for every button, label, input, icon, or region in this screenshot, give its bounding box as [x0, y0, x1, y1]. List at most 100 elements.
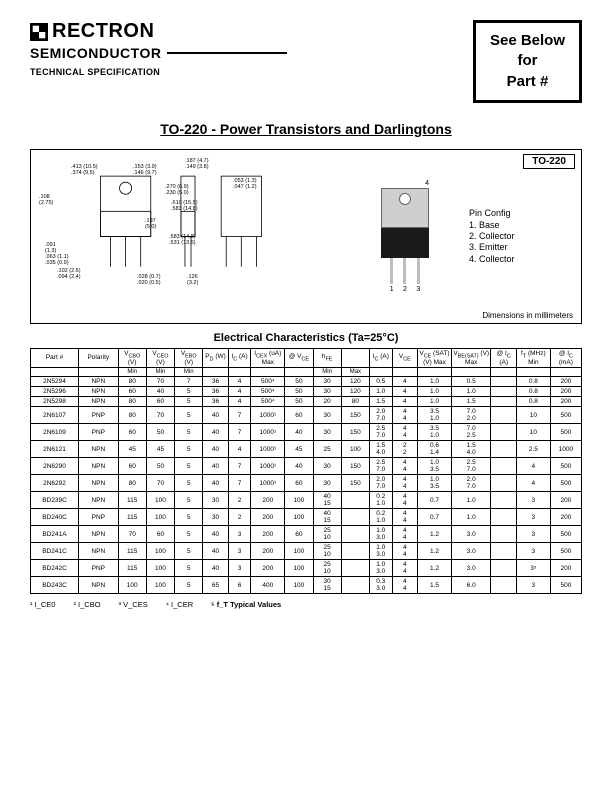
- table-cell: 200: [550, 397, 581, 407]
- col-subheader: [550, 368, 581, 377]
- table-cell: 1000¹: [251, 458, 285, 475]
- table-cell: 5: [175, 407, 203, 424]
- table-cell: 2N6109: [31, 424, 79, 441]
- footnote: ⁵ f_T Typical Values: [211, 600, 281, 609]
- table-cell: 4: [228, 397, 251, 407]
- table-cell: 2.07.0: [451, 475, 491, 492]
- table-cell: 200: [550, 560, 581, 577]
- table-cell: 7: [228, 475, 251, 492]
- table-cell: 40: [203, 560, 228, 577]
- table-cell: [491, 441, 516, 458]
- table-cell: 70: [146, 377, 174, 387]
- table-cell: 2.07.0: [370, 475, 393, 492]
- table-cell: 1.2: [418, 526, 452, 543]
- table-cell: 40: [203, 458, 228, 475]
- table-cell: 1.03.0: [370, 560, 393, 577]
- table-cell: 1.54.0: [451, 441, 491, 458]
- table-cell: 0.5: [370, 377, 393, 387]
- table-cell: NPN: [79, 577, 119, 594]
- table-cell: 100: [146, 509, 174, 526]
- table-cell: NPN: [79, 475, 119, 492]
- col-subheader: [79, 368, 119, 377]
- table-cell: 30: [313, 475, 341, 492]
- table-cell: 5: [175, 509, 203, 526]
- table-cell: 30: [203, 492, 228, 509]
- table-cell: 500: [550, 475, 581, 492]
- subbrand: SEMICONDUCTOR: [30, 45, 161, 61]
- brand-name: RECTRON: [52, 20, 154, 43]
- table-cell: 30: [313, 458, 341, 475]
- table-row: BD239CNPN115100530220010040150.21.0440.7…: [31, 492, 582, 509]
- table-row: 2N6290NPN605054071000¹40301502.57.0441.0…: [31, 458, 582, 475]
- col-header: Polarity: [79, 348, 119, 367]
- table-cell: 150: [341, 407, 369, 424]
- lead-num: 3: [416, 286, 420, 293]
- brand-block: RECTRON SEMICONDUCTOR TECHNICAL SPECIFIC…: [30, 20, 287, 77]
- table-cell: 5: [175, 458, 203, 475]
- table-cell: 80: [118, 475, 146, 492]
- table-cell: 30: [313, 377, 341, 387]
- table-cell: NPN: [79, 543, 119, 560]
- table-cell: 44: [392, 424, 417, 441]
- table-cell: 65: [203, 577, 228, 594]
- table-cell: BD241C: [31, 543, 79, 560]
- table-cell: 40: [203, 441, 228, 458]
- table-cell: 200: [550, 387, 581, 397]
- table-cell: 200: [251, 560, 285, 577]
- table-cell: PNP: [79, 560, 119, 577]
- table-cell: 200: [251, 509, 285, 526]
- table-row: 2N5296NPN60405364500⁴50301201.041.01.00.…: [31, 387, 582, 397]
- to220-render: 1 2 3: [381, 188, 429, 293]
- table-cell: 150: [341, 424, 369, 441]
- table-cell: 2N5296: [31, 387, 79, 397]
- table-cell: 4: [392, 377, 417, 387]
- table-cell: 60: [118, 458, 146, 475]
- table-cell: 5: [175, 424, 203, 441]
- to220-body: [381, 228, 429, 258]
- col-header: Part #: [31, 348, 79, 367]
- table-cell: 44: [392, 407, 417, 424]
- subbrand-row: SEMICONDUCTOR: [30, 45, 287, 61]
- to220-leads: [385, 258, 425, 284]
- table-cell: 44: [392, 526, 417, 543]
- table-cell: 1.03.5: [418, 475, 452, 492]
- col-subheader: Min: [313, 368, 341, 377]
- table-cell: 3: [228, 543, 251, 560]
- table-cell: 3: [516, 492, 550, 509]
- table-row: BD242CPNP115100540320010025101.03.0441.2…: [31, 560, 582, 577]
- table-cell: 10: [516, 407, 550, 424]
- table-cell: 100: [146, 543, 174, 560]
- table-cell: 60: [285, 407, 313, 424]
- table-cell: 5: [175, 577, 203, 594]
- table-cell: 44: [392, 458, 417, 475]
- table-cell: 6: [228, 577, 251, 594]
- table-cell: 5: [175, 492, 203, 509]
- table-cell: 30: [313, 387, 341, 397]
- table-cell: 3.51.0: [418, 424, 452, 441]
- table-cell: 1.5: [451, 397, 491, 407]
- table-cell: 22: [392, 441, 417, 458]
- table-cell: BD242C: [31, 560, 79, 577]
- table-cell: 200: [550, 377, 581, 387]
- col-header: VCEO (V): [146, 348, 174, 367]
- table-cell: [341, 526, 369, 543]
- table-cell: 1.54.0: [370, 441, 393, 458]
- table-cell: 50: [146, 424, 174, 441]
- table-cell: BD240C: [31, 509, 79, 526]
- table-cell: 45: [146, 441, 174, 458]
- table-cell: 200: [251, 543, 285, 560]
- table-cell: NPN: [79, 377, 119, 387]
- lead-num: 2: [403, 286, 407, 293]
- table-cell: 2.07.0: [370, 407, 393, 424]
- table-cell: 500: [550, 458, 581, 475]
- table-cell: 2N6107: [31, 407, 79, 424]
- table-cell: 44: [392, 509, 417, 526]
- table-cell: 4: [516, 475, 550, 492]
- package-label: TO-220: [523, 154, 575, 169]
- table-cell: [341, 492, 369, 509]
- table-cell: 0.21.0: [370, 509, 393, 526]
- col-header: @ IC (mA): [550, 348, 581, 367]
- table-cell: 0.21.0: [370, 492, 393, 509]
- table-cell: 0.7: [418, 492, 452, 509]
- table-cell: 1.0: [418, 397, 452, 407]
